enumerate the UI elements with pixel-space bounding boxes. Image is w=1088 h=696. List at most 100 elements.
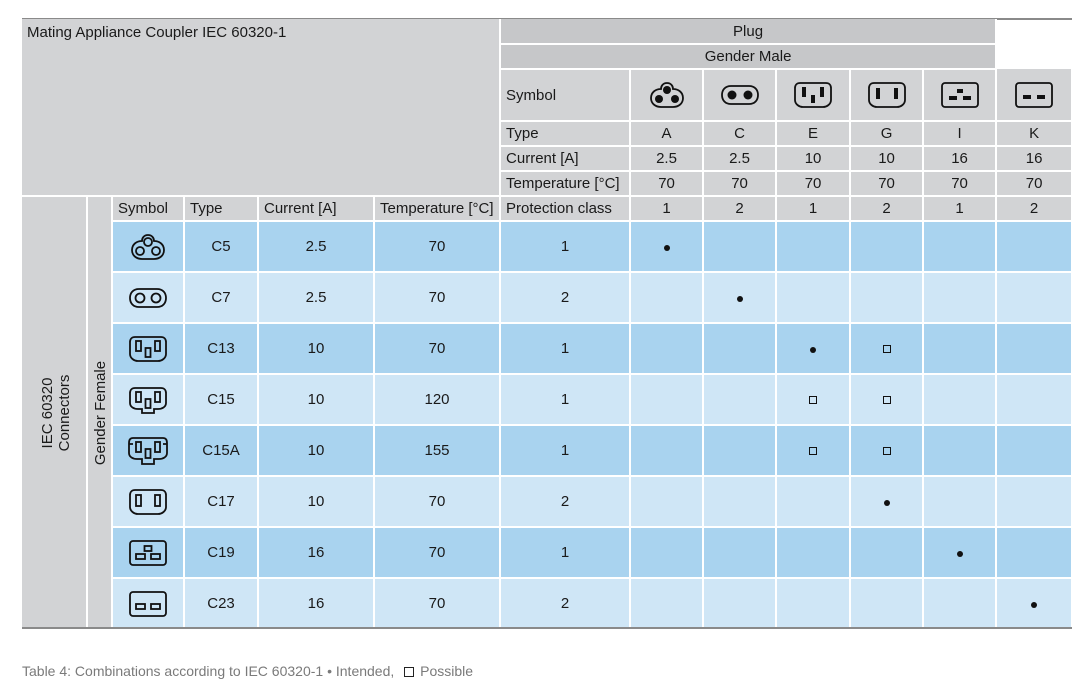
side-label-line2: Connectors xyxy=(56,374,73,451)
side-label-line1: IEC 60320 xyxy=(39,377,56,448)
compatibility-cell xyxy=(630,272,705,324)
plug-type-cell: K xyxy=(996,121,1074,147)
compatibility-cell xyxy=(630,425,705,477)
table-caption: Table 4: Combinations according to IEC 6… xyxy=(22,663,473,679)
plug-symbol-cell xyxy=(630,69,705,122)
caption-prefix: Table 4: Combinations according to IEC 6… xyxy=(22,663,324,679)
compatibility-cell xyxy=(996,221,1074,273)
conn-symbol-header: Symbol xyxy=(112,196,185,222)
plug-protection-cell: 1 xyxy=(776,196,852,222)
compatibility-cell xyxy=(703,578,778,630)
plug-protection-cell: 2 xyxy=(703,196,778,222)
connector-current-cell: 10 xyxy=(258,374,375,426)
plug-temperature-cell: 70 xyxy=(923,171,998,197)
connector-type-cell: C5 xyxy=(184,221,259,273)
plug-current-cell: 10 xyxy=(776,146,852,172)
compatibility-cell xyxy=(703,476,778,528)
gender-female-label: Gender Female xyxy=(87,196,113,630)
compatibility-cell xyxy=(850,374,925,426)
compatibility-cell xyxy=(923,578,998,630)
plug-temperature-label: Temperature [°C] xyxy=(500,171,632,197)
compatibility-cell xyxy=(630,527,705,579)
compatibility-cell xyxy=(996,425,1074,477)
connector-current-cell: 16 xyxy=(258,578,375,630)
compatibility-cell xyxy=(923,221,998,273)
connector-protection-cell: 1 xyxy=(500,527,632,579)
connector-symbol-cell xyxy=(112,425,185,477)
connector-temperature-cell: 70 xyxy=(374,272,502,324)
connector-temperature-cell: 120 xyxy=(374,374,502,426)
connector-c5-icon xyxy=(113,232,182,262)
plug-e-icon xyxy=(777,80,848,110)
plug-k-icon xyxy=(997,80,1070,110)
compatibility-cell xyxy=(776,272,852,324)
possible-square-icon xyxy=(809,396,818,404)
possible-square-icon xyxy=(882,345,891,353)
connector-temperature-cell: 70 xyxy=(374,578,502,630)
compatibility-cell xyxy=(776,527,852,579)
plug-type-cell: A xyxy=(630,121,705,147)
compatibility-cell xyxy=(703,272,778,324)
plug-temperature-cell: 70 xyxy=(776,171,852,197)
connector-temperature-cell: 155 xyxy=(374,425,502,477)
table-row: C23 16 70 2 xyxy=(22,578,1074,630)
plug-temperature-cell: 70 xyxy=(850,171,925,197)
caption-bullet: • xyxy=(327,663,332,679)
caption-possible: Possible xyxy=(420,663,474,679)
gender-female-text: Gender Female xyxy=(92,360,109,464)
possible-square-icon xyxy=(882,396,891,404)
plug-symbol-label: Symbol xyxy=(500,69,632,122)
compatibility-cell xyxy=(630,221,705,273)
plug-symbol-cell xyxy=(850,69,925,122)
compatibility-cell xyxy=(776,425,852,477)
connector-protection-cell: 1 xyxy=(500,221,632,273)
bottom-rule xyxy=(22,627,1072,629)
connector-temperature-cell: 70 xyxy=(374,476,502,528)
compatibility-cell xyxy=(996,374,1074,426)
plug-temperature-cell: 70 xyxy=(630,171,705,197)
connector-temperature-cell: 70 xyxy=(374,527,502,579)
connector-protection-cell: 1 xyxy=(500,374,632,426)
connector-current-cell: 10 xyxy=(258,425,375,477)
compatibility-cell xyxy=(630,578,705,630)
plug-type-label: Type xyxy=(500,121,632,147)
plug-protection-cell: 1 xyxy=(923,196,998,222)
connector-temperature-cell: 70 xyxy=(374,323,502,375)
plug-current-cell: 2.5 xyxy=(630,146,705,172)
compatibility-cell xyxy=(923,476,998,528)
connector-protection-cell: 2 xyxy=(500,272,632,324)
connector-current-cell: 16 xyxy=(258,527,375,579)
connector-type-cell: C23 xyxy=(184,578,259,630)
plug-type-cell: G xyxy=(850,121,925,147)
intended-dot-icon xyxy=(956,551,963,557)
compatibility-table: Mating Appliance Coupler IEC 60320-1 Plu… xyxy=(22,19,1074,630)
plug-type-cell: I xyxy=(923,121,998,147)
possible-square-icon xyxy=(809,447,818,455)
compatibility-cell xyxy=(923,527,998,579)
compatibility-cell xyxy=(850,221,925,273)
plug-type-cell: C xyxy=(703,121,778,147)
compatibility-cell xyxy=(703,425,778,477)
connector-c17-icon xyxy=(113,487,182,517)
connector-current-cell: 10 xyxy=(258,323,375,375)
plug-temperature-cell: 70 xyxy=(996,171,1074,197)
table-row: C17 10 70 2 xyxy=(22,476,1074,528)
connector-c13-icon xyxy=(113,334,182,364)
table-row: C15A 10 155 1 xyxy=(22,425,1074,477)
plug-temperature-cell: 70 xyxy=(703,171,778,197)
plug-current-label: Current [A] xyxy=(500,146,632,172)
plug-protection-label: Protection class xyxy=(500,196,632,222)
compatibility-cell xyxy=(923,323,998,375)
compatibility-cell xyxy=(630,476,705,528)
connector-current-cell: 2.5 xyxy=(258,221,375,273)
compatibility-cell xyxy=(776,476,852,528)
plug-protection-cell: 2 xyxy=(850,196,925,222)
plug-i-icon xyxy=(924,80,994,110)
connector-c7-icon xyxy=(113,285,182,311)
compatibility-cell xyxy=(850,425,925,477)
connector-type-cell: C13 xyxy=(184,323,259,375)
gender-male-header: Gender Male xyxy=(500,44,998,70)
plug-symbol-cell xyxy=(703,69,778,122)
conn-temperature-header: Temperature [°C] xyxy=(374,196,502,222)
caption-intended: Intended, xyxy=(335,663,395,679)
